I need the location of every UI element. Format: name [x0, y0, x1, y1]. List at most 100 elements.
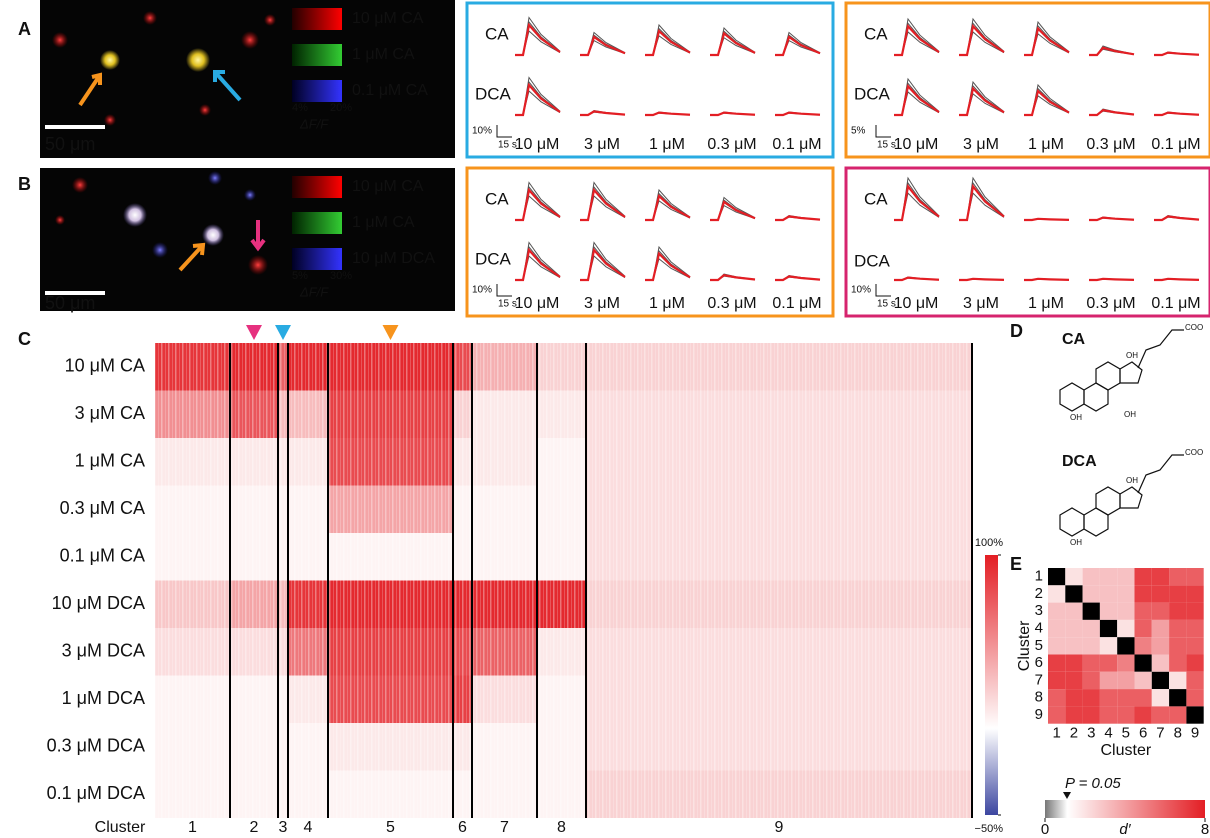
legend-swatch: [292, 212, 342, 234]
matrix-cell: [1152, 689, 1169, 706]
scale-label: 10%: [472, 126, 492, 137]
concentration-label: 3 μM: [584, 136, 620, 153]
colorbar: [1045, 800, 1205, 818]
matrix-cell: [1100, 637, 1117, 654]
matrix-cell: [1117, 672, 1134, 689]
matrix-cell: [1065, 585, 1082, 602]
cluster-label: 2: [250, 819, 259, 836]
axis-label: Cluster: [1101, 742, 1152, 759]
concentration-label: 1 μM: [1028, 136, 1064, 153]
legend-text: 10 μM DCA: [352, 250, 435, 267]
matrix-cell: [1135, 637, 1152, 654]
atom-label: COO: [1185, 323, 1203, 332]
panel-label: E: [1010, 554, 1022, 574]
row-label: 3 μM CA: [75, 403, 145, 423]
threshold-label: P = 0.05: [1065, 775, 1121, 792]
cluster-marker: [383, 325, 399, 340]
trace-box: [467, 3, 833, 157]
structure-name: DCA: [1062, 453, 1097, 470]
range-label: 30%: [330, 270, 352, 282]
matrix-row-label: 5: [1035, 637, 1043, 654]
matrix-cell: [1117, 585, 1134, 602]
atom-label: OH: [1124, 410, 1136, 419]
matrix-cell: [1186, 689, 1203, 706]
single-trace: [515, 78, 560, 116]
panel-label: D: [1010, 321, 1023, 341]
mean-trace: [775, 276, 820, 280]
matrix-col-label: 4: [1104, 725, 1112, 742]
row-label: 0.3 μM DCA: [47, 736, 145, 756]
colorbar: [985, 555, 998, 815]
concentration-label: 10 μM: [515, 136, 560, 153]
concentration-label: 0.1 μM: [772, 295, 821, 312]
row-label: DCA: [854, 251, 891, 270]
matrix-col-label: 3: [1087, 725, 1095, 742]
matrix-cell: [1169, 585, 1186, 602]
single-trace: [959, 19, 1004, 55]
matrix-cell: [1152, 672, 1169, 689]
single-trace: [894, 178, 939, 220]
colorbar-label: 100%: [975, 537, 1003, 549]
mean-trace: [775, 216, 820, 220]
cluster-label: 9: [775, 819, 784, 836]
atom-label: OH: [1126, 351, 1138, 360]
cluster-label: 5: [386, 819, 395, 836]
matrix-cell: [1065, 637, 1082, 654]
atom-label: OH: [1070, 538, 1082, 547]
matrix-cell: [1065, 620, 1082, 637]
matrix-cell: [1135, 603, 1152, 620]
matrix-cell: [1065, 655, 1082, 672]
row-label: CA: [485, 24, 509, 43]
cluster-label: 6: [458, 819, 467, 836]
scale-bar: [45, 125, 105, 129]
matrix-cell: [1048, 689, 1065, 706]
single-trace: [580, 243, 625, 281]
matrix-col-label: 2: [1070, 725, 1078, 742]
structures: [1060, 330, 1184, 536]
range-label: 5%: [292, 270, 308, 282]
colorbar-label: 8: [1201, 821, 1209, 838]
matrix-cell: [1100, 655, 1117, 672]
row-label: 1 μM CA: [75, 451, 145, 471]
scale-label: 10%: [472, 285, 492, 296]
matrix-row-label: 8: [1035, 689, 1043, 706]
mean-trace: [1154, 53, 1199, 55]
single-trace: [959, 178, 1004, 220]
concentration-label: 10 μM: [515, 295, 560, 312]
mean-trace: [1154, 216, 1199, 220]
scale-bar-label: 50 μm: [45, 293, 95, 313]
row-label: 1 μM DCA: [62, 688, 145, 708]
atom-label: COO: [1185, 448, 1203, 457]
concentration-label: 0.3 μM: [1086, 295, 1135, 312]
mean-trace: [710, 113, 755, 115]
matrix-col-label: 8: [1174, 725, 1182, 742]
matrix-cell: [1186, 672, 1203, 689]
single-trace: [515, 183, 560, 221]
cluster-label: 4: [304, 819, 313, 836]
matrix-cell: [1117, 689, 1134, 706]
legend-swatch: [292, 44, 342, 66]
matrix-cell: [1152, 568, 1169, 585]
matrix-row-label: 9: [1035, 706, 1043, 723]
matrix-cell: [1065, 568, 1082, 585]
matrix-cell: [1186, 568, 1203, 585]
matrix-cell: [1135, 689, 1152, 706]
mean-trace: [1154, 113, 1199, 115]
atom-label: OH: [1070, 413, 1082, 422]
concentration-label: 0.3 μM: [1086, 136, 1135, 153]
matrix-cell: [1083, 568, 1100, 585]
matrix-cell: [1100, 568, 1117, 585]
matrix-row-label: 4: [1035, 620, 1043, 637]
scale-bar-label: 50 μm: [45, 134, 95, 154]
cluster-label: 8: [557, 819, 566, 836]
mean-trace: [580, 111, 625, 115]
matrix-cell: [1100, 585, 1117, 602]
matrix-cell: [1169, 568, 1186, 585]
concentration-label: 1 μM: [1028, 295, 1064, 312]
axis-label: Cluster: [95, 819, 146, 836]
matrix-cell: [1169, 620, 1186, 637]
mean-trace: [645, 113, 690, 115]
mean-trace: [894, 278, 939, 280]
matrix-row-label: 3: [1035, 602, 1043, 619]
legend-text: 10 μM CA: [352, 10, 424, 27]
